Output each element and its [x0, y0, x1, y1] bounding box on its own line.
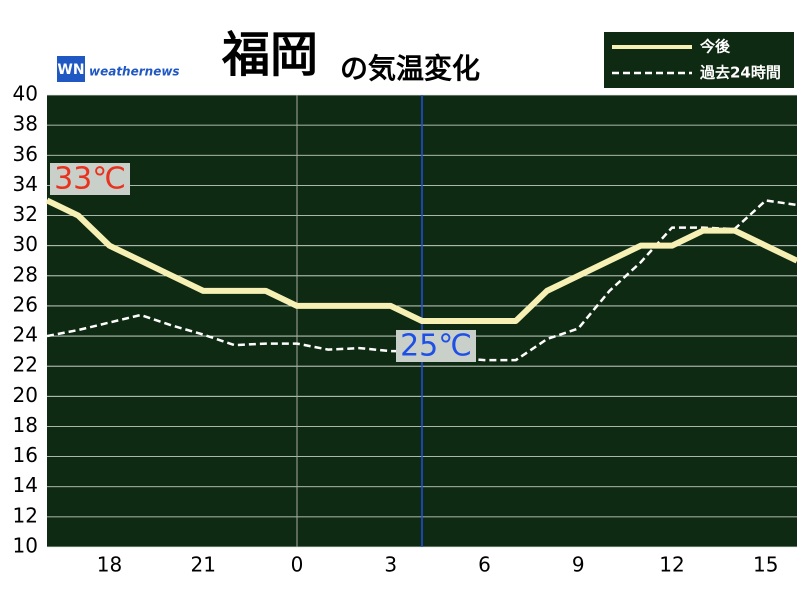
x-tick-label: 18 — [97, 553, 122, 577]
y-tick-label: 40 — [13, 82, 38, 106]
y-tick-label: 18 — [13, 413, 38, 437]
y-tick-label: 22 — [13, 353, 38, 377]
legend-label: 今後 — [699, 38, 731, 56]
y-tick-label: 32 — [13, 202, 38, 226]
chart-title: 福岡 — [221, 27, 318, 83]
y-tick-label: 10 — [13, 534, 38, 558]
logo-text: weathernews — [89, 65, 180, 79]
x-tick-label: 21 — [191, 553, 216, 577]
series-line — [45, 197, 799, 324]
annotation-box — [396, 330, 476, 362]
logo-icon — [57, 56, 85, 82]
y-tick-label: 14 — [13, 473, 38, 497]
chart-subtitle: の気温変化 — [340, 52, 480, 85]
annotation: 25℃ — [400, 329, 472, 364]
y-tick-label: 26 — [13, 292, 38, 316]
y-tick-label: 12 — [13, 503, 38, 527]
legend-box — [602, 30, 796, 90]
y-tick-label: 24 — [13, 323, 38, 347]
x-tick-label: 9 — [572, 553, 585, 577]
x-tick-label: 12 — [659, 553, 684, 577]
y-tick-label: 38 — [13, 112, 38, 136]
y-tick-label: 30 — [13, 232, 38, 256]
x-tick-label: 3 — [384, 553, 397, 577]
series-line — [46, 199, 798, 362]
logo: WN weathernews — [57, 56, 180, 82]
y-tick-label: 34 — [13, 172, 38, 196]
logo-mark: WN — [57, 62, 84, 78]
x-tick-label: 6 — [478, 553, 491, 577]
annotation-box — [50, 163, 130, 195]
annotation: 33℃ — [54, 162, 126, 197]
x-tick-label: 15 — [753, 553, 778, 577]
y-tick-label: 36 — [13, 142, 38, 166]
legend-label: 過去24時間 — [699, 64, 781, 82]
y-tick-label: 28 — [13, 262, 38, 286]
y-tick-label: 20 — [13, 383, 38, 407]
x-tick-label: 0 — [291, 553, 304, 577]
y-tick-label: 16 — [13, 443, 38, 467]
